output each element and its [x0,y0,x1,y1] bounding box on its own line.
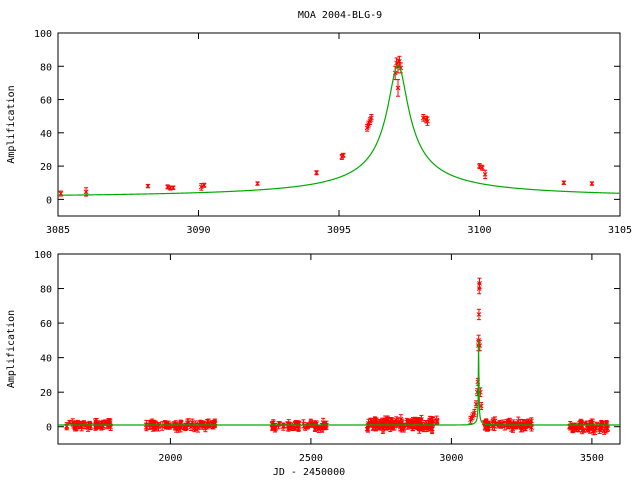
data-point [482,169,488,180]
data-point [589,181,595,186]
data-point [434,415,440,425]
y-tick-label: 40 [40,354,52,365]
data-point [398,62,404,74]
data-point [184,425,189,430]
data-point [605,425,610,432]
y-tick-label: 60 [40,96,52,107]
data-point [145,183,151,189]
data-point [316,425,322,431]
top-panel: 0 20 40 60 80 100 3085 3090 3095 3100 3105 Amplific… [6,29,632,236]
data-point [94,417,99,428]
y-tick-label: 20 [40,388,52,399]
x-tick-label: 2500 [299,453,323,464]
data-point [368,114,374,122]
y-tick-label: 60 [40,319,52,330]
y-tick-label: 0 [46,423,52,434]
data-point [395,79,401,97]
x-tick-label: 3105 [608,225,632,236]
data-point [561,180,567,186]
x-tick-label: 3500 [580,453,604,464]
x-tick-label: 2000 [158,453,182,464]
plot-frame [57,253,621,445]
data-point [505,425,511,430]
data-point [364,426,370,432]
plot-area [58,277,620,436]
x-tick-label: 3090 [186,225,210,236]
y-tick-label: 80 [40,62,52,73]
y-tick-label: 0 [46,195,52,206]
data-point [601,427,607,435]
model-curve [58,339,620,426]
x-tick-label: 3100 [467,225,491,236]
data-point [476,308,482,321]
chart-title: MOA 2004-BLG-9 [298,10,382,21]
data-point [579,427,585,435]
data-point [198,183,204,191]
data-point [477,277,482,290]
data-point [419,414,424,424]
y-tick-label: 40 [40,129,52,140]
data-point [104,423,110,430]
data-point [273,425,278,432]
y-tick-label: 100 [34,250,52,261]
data-point [340,152,346,158]
bottom-panel: 0 20 40 60 80 100 2000 2500 3000 3500 Amplificatio… [6,250,621,478]
data-point [314,170,319,176]
x-axis-label: JD - 2450000 [273,467,345,478]
data-point [87,420,93,428]
data-point [429,425,434,432]
x-tick-label: 3000 [439,453,463,464]
data-point [201,182,207,188]
x-tick-label: 3085 [46,225,70,236]
data-point [255,181,260,186]
data-point [472,408,477,417]
plot-frame [57,32,621,217]
data-point [67,419,72,425]
y-tick-label: 100 [34,29,52,40]
y-axis-label: Amplification [6,310,17,388]
data-point [170,185,176,191]
x-tick-label: 3095 [327,225,351,236]
model-curve [58,64,620,196]
data-point [425,116,430,126]
y-axis-label: Amplification [6,85,17,163]
y-tick-label: 80 [40,285,52,296]
plot-area [58,55,620,197]
data-point [591,425,596,436]
y-tick-label: 20 [40,162,52,173]
